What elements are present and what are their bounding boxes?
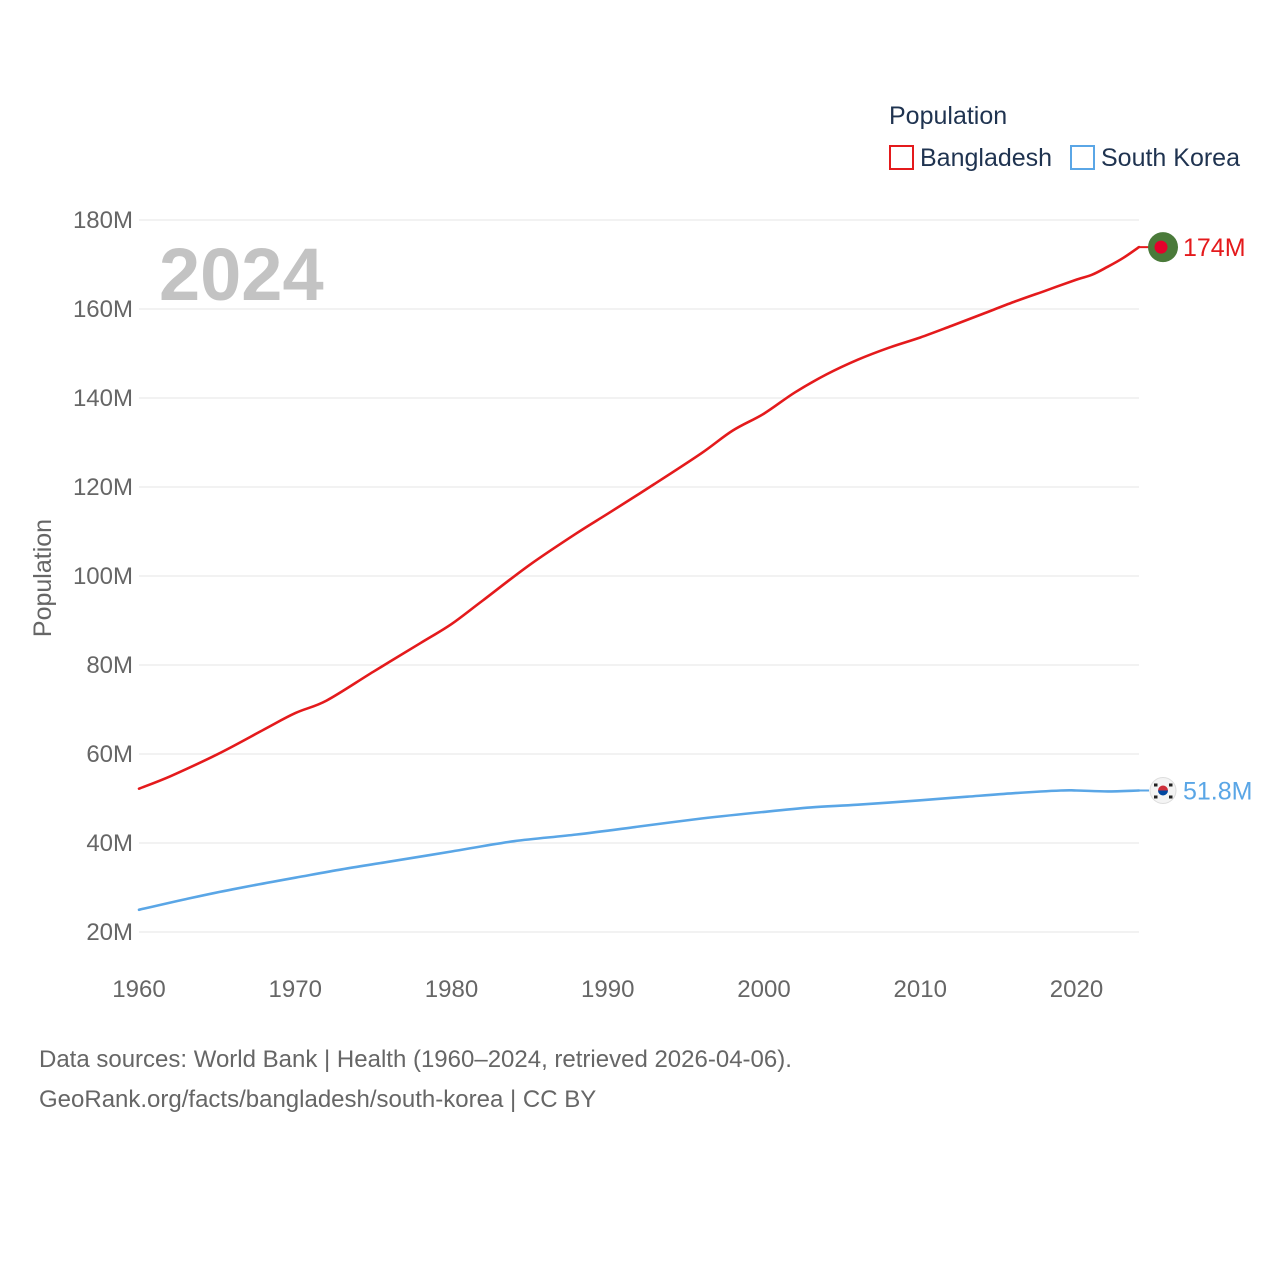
legend-item-south-korea: South Korea [1070, 144, 1240, 172]
bangladesh-flag-icon [1148, 232, 1178, 263]
y-tick-label: 120M [73, 474, 133, 501]
y-tick-label: 80M [86, 652, 133, 679]
x-tick-label: 1990 [581, 976, 634, 1003]
y-axis-title: Population [29, 519, 57, 637]
end-label-bangladesh: 174M [1183, 234, 1246, 262]
y-gridlines [139, 219, 1139, 933]
y-tick-label: 20M [86, 919, 133, 946]
legend-title: Population [889, 102, 1007, 130]
source-line: Data sources: World Bank | Health (1960–… [39, 1046, 792, 1073]
x-tick-label: 1970 [269, 976, 322, 1003]
legend-label: Bangladesh [920, 144, 1052, 172]
legend-label: South Korea [1101, 144, 1240, 172]
series-lines [137, 245, 1141, 912]
flag-trigram [1154, 783, 1158, 787]
x-tick-label: 2020 [1050, 976, 1103, 1003]
legend-swatch [889, 145, 914, 170]
y-tick-label: 100M [73, 563, 133, 590]
flag-trigram [1154, 795, 1158, 799]
x-axis-ticks: 1960 1970 1980 1990 2000 2010 2020 [112, 976, 1103, 1003]
legend-item-bangladesh: Bangladesh [889, 144, 1052, 172]
x-tick-label: 2000 [737, 976, 790, 1003]
flag-trigram [1169, 783, 1173, 787]
source-url: GeoRank.org/facts/bangladesh/south-korea… [39, 1086, 597, 1113]
series-line-bangladesh [137, 245, 1141, 790]
flag-taeguk-top [1158, 785, 1168, 791]
y-tick-label: 40M [86, 830, 133, 857]
flag-taeguk-bottom [1158, 790, 1168, 796]
flag-disc [1154, 240, 1168, 254]
x-tick-label: 1980 [425, 976, 478, 1003]
series-end-markers: 174M 51.8M [1139, 232, 1252, 805]
flag-trigram [1169, 795, 1173, 799]
y-tick-label: 60M [86, 741, 133, 768]
y-tick-label: 140M [73, 385, 133, 412]
y-tick-label: 160M [73, 296, 133, 323]
legend: Bangladesh South Korea [889, 144, 1240, 172]
y-axis-ticks: 20M 40M 60M 80M 100M 120M 140M 160M 180M [73, 207, 133, 946]
y-tick-label: 180M [73, 207, 133, 234]
x-tick-label: 1960 [112, 976, 165, 1003]
x-tick-label: 2010 [894, 976, 947, 1003]
year-watermark: 2024 [159, 233, 324, 316]
end-label-south-korea: 51.8M [1183, 777, 1252, 805]
south-korea-flag-icon [1149, 776, 1177, 804]
population-line-chart: 20M 40M 60M 80M 100M 120M 140M 160M 180M 1960 197… [29, 102, 1252, 1003]
series-line-south-korea [137, 788, 1141, 912]
legend-swatch [1070, 145, 1095, 170]
